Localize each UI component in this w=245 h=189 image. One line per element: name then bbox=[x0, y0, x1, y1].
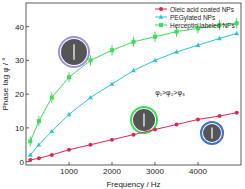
data-point bbox=[110, 81, 115, 85]
y-tick-label: 40 bbox=[15, 23, 24, 32]
plot-frame bbox=[26, 3, 241, 165]
data-point bbox=[153, 58, 158, 62]
particle-shell bbox=[201, 122, 223, 144]
data-point bbox=[37, 142, 42, 146]
y-tick bbox=[26, 94, 29, 95]
data-point bbox=[28, 139, 32, 143]
chart: 1000 2000 3000 4000 0 10 20 30 40 Frequency / Hz P… bbox=[0, 0, 245, 189]
y-tick bbox=[26, 60, 29, 61]
x-tick bbox=[198, 162, 199, 165]
data-point bbox=[174, 49, 179, 53]
series-line bbox=[30, 113, 236, 160]
data-point bbox=[196, 43, 201, 47]
data-point bbox=[235, 111, 239, 115]
data-point bbox=[110, 138, 114, 142]
x-tick-label: 3000 bbox=[146, 167, 164, 176]
data-point bbox=[132, 40, 136, 44]
data-point bbox=[153, 128, 157, 132]
legend-label: Herceptin labeled NPs bbox=[170, 22, 235, 30]
particle-shell bbox=[59, 37, 89, 67]
moment-arrow bbox=[211, 128, 212, 139]
data-point bbox=[175, 30, 179, 34]
x-tick bbox=[155, 162, 156, 165]
data-point bbox=[37, 119, 41, 123]
y-tick bbox=[26, 127, 29, 128]
particle-core bbox=[203, 124, 221, 142]
y-tick bbox=[26, 26, 29, 27]
plot-area bbox=[28, 18, 239, 162]
legend-label: PEGylated NPs bbox=[170, 14, 216, 22]
data-point bbox=[110, 48, 114, 52]
annotation: φ₁>φ₂>φ₃ bbox=[155, 89, 185, 97]
data-point bbox=[131, 68, 136, 72]
data-point bbox=[89, 143, 93, 147]
data-point bbox=[217, 36, 222, 40]
moment-arrow bbox=[143, 113, 144, 126]
data-point bbox=[28, 158, 32, 162]
data-point bbox=[67, 75, 71, 79]
data-point bbox=[50, 96, 54, 100]
y-tick-label: 10 bbox=[15, 124, 24, 133]
data-point bbox=[235, 21, 239, 25]
x-tick bbox=[112, 162, 113, 165]
y-tick-label: 30 bbox=[15, 56, 24, 65]
data-point bbox=[218, 114, 222, 118]
data-point bbox=[49, 129, 54, 133]
legend-marker bbox=[159, 14, 164, 18]
legend-label: Oleic acid coated NPs bbox=[170, 6, 235, 13]
legend-marker bbox=[159, 7, 163, 11]
illustration bbox=[59, 37, 223, 144]
legend: Oleic acid coated NPsPEGylated NPsHercep… bbox=[155, 6, 235, 30]
data-point bbox=[28, 152, 33, 156]
particle-shell bbox=[131, 107, 157, 133]
data-point bbox=[196, 117, 200, 121]
data-point bbox=[50, 153, 54, 157]
series-line bbox=[30, 23, 236, 141]
particle-core bbox=[133, 109, 155, 131]
y-axis-title: Phase lag φ / ° bbox=[1, 58, 10, 111]
x-tick bbox=[69, 162, 70, 165]
data-point bbox=[37, 156, 41, 160]
data-point bbox=[89, 58, 93, 62]
data-point bbox=[67, 148, 71, 152]
series-line bbox=[30, 33, 236, 155]
moment-arrow bbox=[73, 44, 74, 60]
data-point bbox=[67, 112, 72, 116]
x-axis-title: Frequency / Hz bbox=[106, 180, 160, 189]
y-tick-label: 0 bbox=[20, 158, 25, 167]
data-point bbox=[88, 95, 93, 99]
y-tick bbox=[26, 161, 29, 162]
x-tick-label: 1000 bbox=[60, 167, 78, 176]
legend-marker bbox=[159, 23, 163, 27]
x-tick-label: 2000 bbox=[103, 167, 121, 176]
particle-core bbox=[61, 39, 87, 65]
data-point bbox=[132, 133, 136, 137]
data-point bbox=[234, 31, 239, 35]
data-point bbox=[153, 35, 157, 39]
x-tick-label: 4000 bbox=[189, 167, 207, 176]
y-tick-label: 20 bbox=[15, 90, 24, 99]
data-point bbox=[175, 123, 179, 127]
